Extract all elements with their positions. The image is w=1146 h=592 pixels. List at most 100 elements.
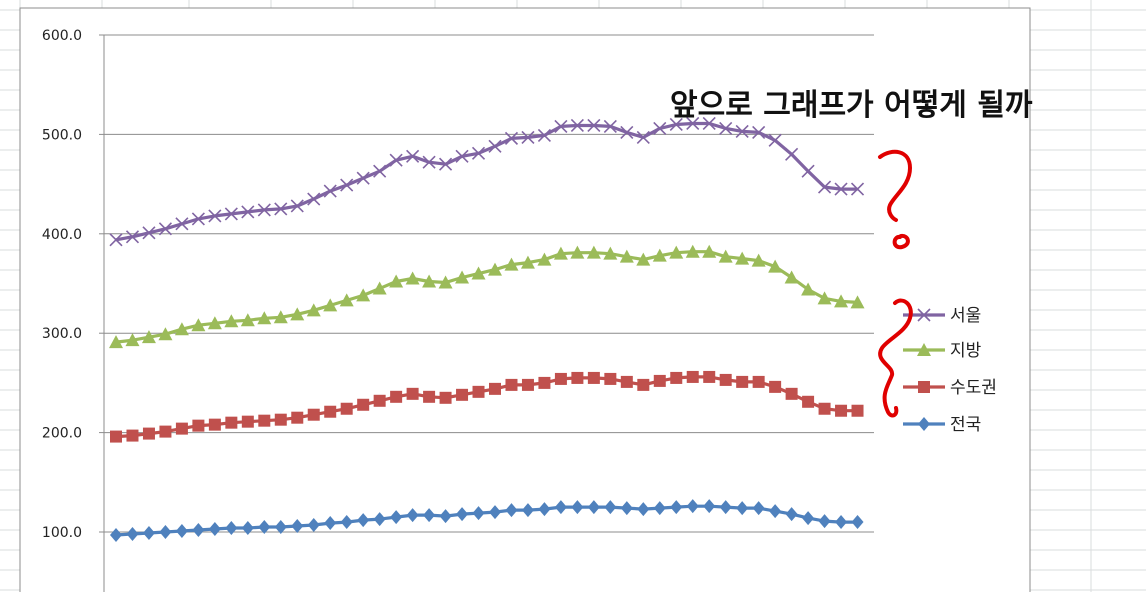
data-point[interactable] <box>290 199 304 213</box>
data-point[interactable] <box>438 275 453 289</box>
data-point[interactable] <box>109 233 123 247</box>
data-point[interactable] <box>652 248 667 262</box>
data-point[interactable] <box>224 207 238 221</box>
data-point[interactable] <box>571 371 584 384</box>
data-point[interactable] <box>422 155 436 169</box>
legend-item[interactable]: 전국 <box>903 415 981 435</box>
data-point[interactable] <box>423 508 436 523</box>
data-point[interactable] <box>768 259 783 273</box>
data-point[interactable] <box>636 130 650 144</box>
data-point[interactable] <box>669 245 684 259</box>
data-point[interactable] <box>356 288 371 302</box>
series-line[interactable] <box>115 121 858 242</box>
data-point[interactable] <box>719 121 733 136</box>
data-point[interactable] <box>390 510 403 525</box>
data-point[interactable] <box>324 405 337 418</box>
data-point[interactable] <box>521 503 534 518</box>
data-point[interactable] <box>850 182 865 196</box>
data-point[interactable] <box>224 314 239 328</box>
data-point[interactable] <box>570 245 585 259</box>
data-point[interactable] <box>307 408 320 421</box>
series-line[interactable] <box>115 504 858 537</box>
data-point[interactable] <box>158 327 173 341</box>
data-point[interactable] <box>208 522 221 537</box>
data-point[interactable] <box>191 318 206 332</box>
data-point[interactable] <box>620 125 634 139</box>
data-point[interactable] <box>703 370 716 383</box>
data-point[interactable] <box>817 291 832 305</box>
data-point[interactable] <box>587 500 600 515</box>
data-point[interactable] <box>390 390 403 403</box>
data-point[interactable] <box>719 500 732 515</box>
data-point[interactable] <box>670 371 683 384</box>
data-point[interactable] <box>785 507 798 522</box>
data-point[interactable] <box>357 398 370 411</box>
data-point[interactable] <box>142 226 156 240</box>
data-point[interactable] <box>736 501 749 516</box>
data-point[interactable] <box>489 505 501 520</box>
data-point[interactable] <box>620 375 633 388</box>
data-point[interactable] <box>471 146 486 160</box>
data-point[interactable] <box>801 164 815 178</box>
data-point[interactable] <box>405 271 420 285</box>
data-point[interactable] <box>257 311 272 325</box>
data-point[interactable] <box>488 262 502 276</box>
data-point[interactable] <box>340 402 353 415</box>
data-point[interactable] <box>323 184 337 198</box>
series-1[interactable] <box>109 244 865 349</box>
data-point[interactable] <box>142 427 155 440</box>
data-point[interactable] <box>110 430 122 443</box>
data-point[interactable] <box>685 244 700 258</box>
data-point[interactable] <box>735 251 750 265</box>
data-point[interactable] <box>406 387 419 400</box>
data-point[interactable] <box>752 375 765 388</box>
data-point[interactable] <box>686 116 700 131</box>
data-point[interactable] <box>818 514 831 529</box>
data-point[interactable] <box>455 270 470 284</box>
data-point[interactable] <box>438 157 453 171</box>
data-point[interactable] <box>505 503 518 518</box>
data-point[interactable] <box>109 335 123 349</box>
data-point[interactable] <box>372 281 387 295</box>
data-point[interactable] <box>489 382 501 395</box>
data-point[interactable] <box>274 520 287 535</box>
data-point[interactable] <box>340 178 354 192</box>
data-point[interactable] <box>258 520 271 535</box>
data-point[interactable] <box>571 500 584 515</box>
data-point[interactable] <box>472 506 485 521</box>
data-point[interactable] <box>439 391 452 404</box>
data-point[interactable] <box>769 380 782 393</box>
legend-item[interactable]: 수도권 <box>903 378 997 398</box>
data-point[interactable] <box>290 307 305 321</box>
data-point[interactable] <box>752 125 766 139</box>
data-point[interactable] <box>636 252 651 266</box>
data-point[interactable] <box>126 526 139 541</box>
data-point[interactable] <box>554 500 567 515</box>
data-point[interactable] <box>620 501 633 516</box>
data-point[interactable] <box>192 419 205 432</box>
data-point[interactable] <box>537 128 552 142</box>
data-point[interactable] <box>126 429 139 442</box>
data-point[interactable] <box>719 373 732 386</box>
data-point[interactable] <box>208 209 222 223</box>
data-point[interactable] <box>851 515 864 530</box>
data-point[interactable] <box>158 222 173 236</box>
data-point[interactable] <box>175 217 189 231</box>
data-point[interactable] <box>587 118 601 133</box>
data-point[interactable] <box>455 149 469 163</box>
data-point[interactable] <box>834 182 848 196</box>
data-point[interactable] <box>817 180 832 194</box>
data-point[interactable] <box>850 295 865 309</box>
data-point[interactable] <box>702 244 717 258</box>
data-point[interactable] <box>769 504 782 519</box>
data-point[interactable] <box>637 502 650 517</box>
data-point[interactable] <box>653 374 666 387</box>
series-line[interactable] <box>115 250 858 344</box>
data-point[interactable] <box>240 313 255 327</box>
data-point[interactable] <box>225 416 238 429</box>
data-point[interactable] <box>835 404 848 417</box>
legend-item[interactable]: 지방 <box>903 341 982 361</box>
data-point[interactable] <box>291 519 304 534</box>
data-point[interactable] <box>802 395 815 408</box>
